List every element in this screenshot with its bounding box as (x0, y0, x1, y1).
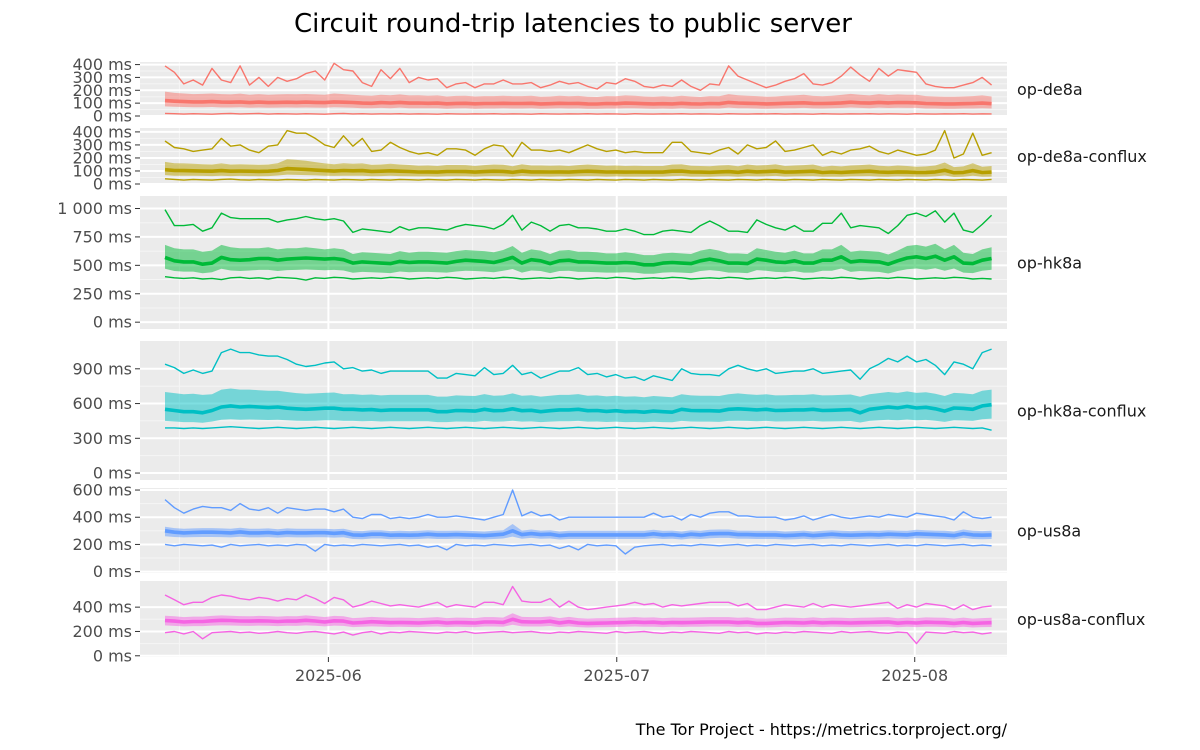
x-tick-label: 2025-07 (583, 666, 650, 685)
high-line (164, 129, 992, 159)
panel-op-us8a-conflux: 0 ms 200 ms 400 ms op-us8a-conflux (72, 581, 1145, 665)
y-tick-label: 1 000 ms (57, 199, 132, 218)
y-tick-label: 0 ms (93, 313, 132, 332)
low-line (164, 630, 992, 645)
median-line (164, 529, 992, 538)
strip-label: op-de8a (1017, 80, 1083, 99)
high-line (164, 209, 993, 236)
y-tick-label: 0 ms (93, 646, 132, 665)
y-tick-label: 300 ms (72, 429, 132, 448)
low-line (165, 426, 992, 431)
y-tick-label: 250 ms (72, 284, 132, 303)
panel-op-hk8a-conflux: 0 ms 300 ms 600 ms 900 ms op-hk8a-conflux (72, 341, 1146, 483)
y-tick-label: 400 ms (72, 598, 132, 617)
y-tick-label: 0 ms (93, 175, 132, 194)
y-tick-label: 0 ms (93, 107, 132, 126)
panel-op-hk8a: 0 ms 250 ms 500 ms 750 ms 1 000 ms op-hk8a (57, 196, 1082, 332)
iqr-band (165, 243, 992, 274)
chart-title: Circuit round-trip latencies to public s… (294, 9, 852, 39)
y-tick-label: 200 ms (72, 148, 132, 167)
low-line (164, 112, 992, 115)
median-line (164, 617, 992, 626)
y-tick-label: 200 ms (72, 81, 132, 100)
x-axis: 2025-06 2025-07 2025-08 (295, 657, 948, 685)
strip-label: op-us8a-conflux (1017, 610, 1145, 629)
high-line (164, 348, 992, 382)
median-line (164, 166, 992, 175)
iqr-band (165, 388, 992, 423)
y-tick-label: 400 ms (72, 508, 132, 527)
y-tick-label: 600 ms (72, 394, 132, 413)
median-line (164, 254, 992, 267)
y-tick-label: 300 ms (72, 135, 132, 154)
x-tick-label: 2025-06 (295, 666, 362, 685)
y-tick-label: 750 ms (72, 227, 132, 246)
y-tick-label: 600 ms (72, 481, 132, 500)
y-tick-label: 200 ms (72, 622, 132, 641)
strip-label: op-us8a (1017, 522, 1081, 541)
strip-label: op-de8a-conflux (1017, 147, 1147, 166)
x-tick-label: 2025-08 (881, 666, 948, 685)
strip-label: op-hk8a (1017, 254, 1082, 273)
y-tick-label: 0 ms (93, 464, 132, 483)
high-line (164, 489, 992, 521)
low-line (164, 276, 992, 281)
median-line (164, 402, 992, 415)
high-line (164, 62, 993, 91)
y-tick-label: 500 ms (72, 256, 132, 275)
low-line (164, 178, 992, 181)
caption: The Tor Project - https://metrics.torpro… (635, 720, 1008, 739)
y-tick-label: 100 ms (72, 161, 132, 180)
y-tick-label: 0 ms (93, 562, 132, 581)
y-tick-label: 200 ms (72, 535, 132, 554)
panel-op-us8a: 0 ms 200 ms 400 ms 600 ms op-us8a (72, 481, 1081, 582)
high-line (164, 585, 992, 611)
y-tick-label: 300 ms (72, 68, 132, 87)
low-line (164, 543, 992, 555)
y-tick-label: 400 ms (72, 122, 132, 141)
y-tick-label: 400 ms (72, 55, 132, 74)
strip-label: op-hk8a-conflux (1017, 402, 1146, 421)
y-tick-label: 100 ms (72, 94, 132, 113)
median-line (164, 98, 992, 106)
y-tick-label: 900 ms (72, 359, 132, 378)
